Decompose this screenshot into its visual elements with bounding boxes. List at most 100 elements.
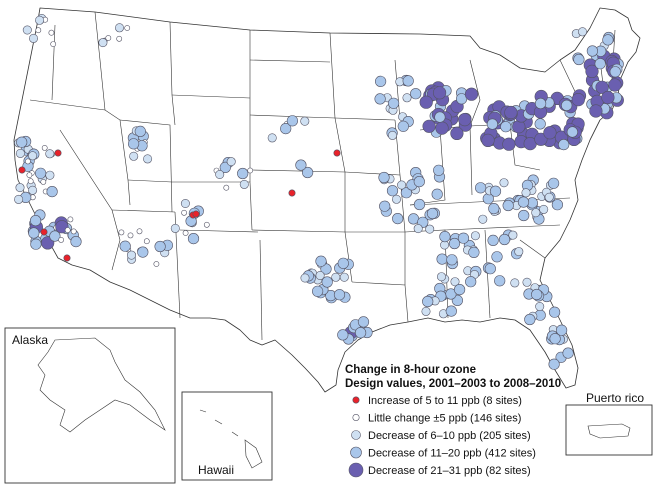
legend-label-dec11: Decrease of 11–20 ppb (412 sites) — [368, 448, 536, 460]
site-dec11 — [534, 118, 546, 130]
site-dec11 — [46, 186, 58, 198]
alaska-inset: Alaska — [4, 327, 176, 484]
site-dec11 — [375, 75, 387, 87]
site-dec11 — [498, 233, 511, 246]
site-dec21 — [595, 80, 609, 94]
site-little — [26, 172, 33, 178]
site-dec6 — [331, 272, 341, 282]
site-dec11 — [609, 66, 621, 78]
site-dec11 — [454, 284, 466, 296]
site-dec6 — [239, 179, 249, 189]
site-little — [40, 178, 47, 185]
site-little — [64, 227, 71, 233]
site-little — [143, 238, 150, 245]
site-dec11 — [286, 115, 299, 127]
site-dec11 — [413, 176, 425, 188]
site-dec11 — [548, 358, 560, 370]
hawaii-label: Hawaii — [198, 463, 234, 477]
site-dec11 — [551, 199, 564, 211]
site-little — [50, 41, 57, 47]
site-dec6 — [215, 170, 225, 180]
site-dec6 — [544, 192, 554, 202]
site-dec6 — [508, 230, 518, 240]
site-dec21 — [512, 120, 526, 134]
site-dec11 — [573, 53, 585, 66]
site-dec6 — [514, 247, 524, 257]
site-dec11 — [500, 121, 512, 133]
site-dec11 — [29, 215, 42, 227]
site-dec6 — [450, 277, 460, 287]
site-dec21 — [435, 121, 449, 135]
site-dec6 — [391, 194, 401, 204]
site-dec11 — [549, 333, 561, 345]
site-dec11 — [426, 207, 439, 220]
site-dec11 — [547, 177, 560, 189]
site-dec11 — [312, 285, 324, 297]
site-little — [27, 178, 34, 185]
site-dec11 — [237, 167, 249, 180]
site-dec11 — [446, 254, 458, 266]
site-little — [203, 221, 210, 228]
site-little — [67, 216, 74, 223]
site-dec11 — [70, 236, 82, 248]
site-dec11 — [321, 276, 333, 288]
legend-title-line1: Change in 8-hour ozone — [345, 364, 476, 376]
site-dec6 — [470, 231, 480, 241]
site-increase — [288, 189, 296, 197]
site-little — [127, 232, 134, 239]
site-dec11 — [558, 139, 570, 151]
site-dec11 — [555, 324, 568, 336]
site-dec11 — [439, 231, 451, 243]
site-dec11 — [137, 246, 149, 258]
site-little — [35, 27, 42, 34]
site-dec11 — [445, 305, 457, 317]
site-dec11 — [531, 288, 543, 301]
site-dec11 — [586, 45, 599, 57]
site-dec6 — [387, 130, 397, 140]
site-dec6 — [28, 33, 38, 43]
alaska-label: Alaska — [12, 333, 48, 347]
site-increase — [333, 149, 341, 157]
site-dec21 — [543, 126, 557, 140]
site-dec21 — [481, 133, 495, 147]
legend-symbol-dec21 — [348, 462, 364, 478]
site-dec11 — [119, 240, 131, 252]
site-dec21 — [589, 104, 603, 118]
site-dec6 — [22, 25, 32, 35]
site-dec11 — [524, 313, 536, 326]
site-dec6 — [531, 208, 541, 218]
hawaii-inset: Hawaii — [181, 391, 273, 481]
site-dec6 — [402, 93, 412, 103]
site-dec6 — [436, 272, 446, 282]
site-increase — [192, 210, 200, 218]
site-dec11 — [30, 238, 42, 250]
site-little — [70, 228, 77, 235]
site-dec6 — [421, 306, 431, 316]
site-dec21 — [464, 87, 479, 101]
site-little — [58, 236, 64, 243]
site-dec21 — [534, 132, 548, 146]
site-dec11 — [566, 126, 579, 138]
site-dec11 — [128, 138, 140, 150]
site-dec11 — [397, 120, 409, 132]
site-little — [118, 229, 125, 236]
site-little — [223, 184, 230, 191]
site-dec6 — [521, 188, 531, 198]
site-dec6 — [180, 199, 190, 209]
site-increase — [40, 228, 48, 236]
site-dec11 — [562, 347, 574, 359]
site-dec6 — [397, 180, 407, 190]
site-increase — [54, 149, 62, 157]
site-increase — [63, 254, 71, 262]
site-dec6 — [15, 148, 25, 158]
site-dec6 — [478, 214, 488, 224]
site-little — [41, 144, 48, 151]
site-little — [181, 209, 187, 216]
site-dec11 — [49, 230, 61, 242]
site-dec21 — [433, 86, 447, 100]
puerto-rico-label: Puerto rico — [586, 391, 644, 405]
site-little — [105, 35, 112, 41]
us-states-outline — [13, 7, 641, 393]
site-dec6 — [339, 272, 349, 282]
